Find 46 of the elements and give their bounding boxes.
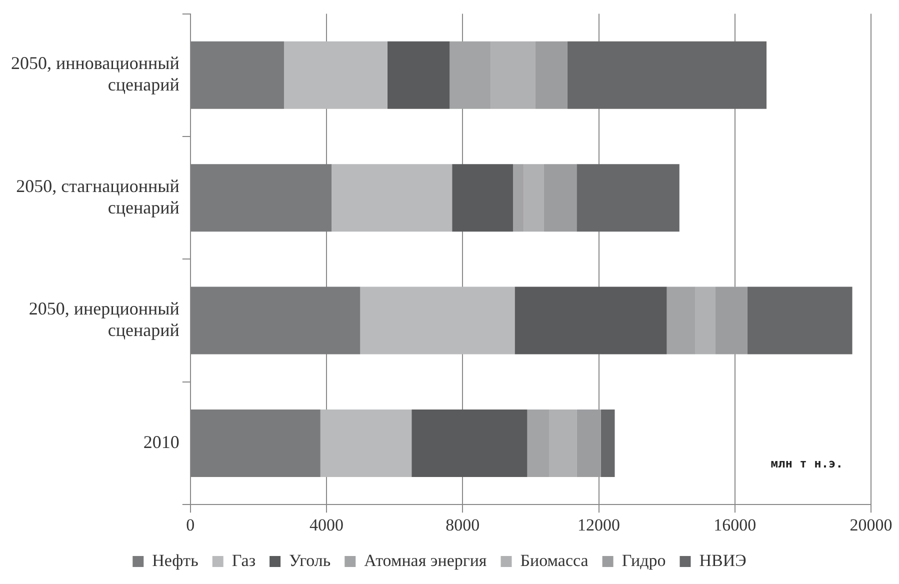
x-tick-label: 12000 <box>578 515 620 534</box>
bar <box>190 41 284 109</box>
bar <box>190 164 332 232</box>
bar <box>450 41 491 109</box>
legend-label: Атомная энергия <box>364 550 487 570</box>
legend-label: НВИЭ <box>699 550 746 570</box>
bar <box>600 410 615 477</box>
bar <box>360 286 515 354</box>
legend-label: Гидро <box>622 550 666 570</box>
bar <box>514 286 667 354</box>
bar <box>715 286 748 354</box>
y-tick-label: 2010 <box>143 432 180 452</box>
bar <box>527 410 550 477</box>
bar <box>576 164 680 232</box>
y-tick-label: 2050, стагнационный сценарий <box>16 176 180 218</box>
bar <box>190 286 360 354</box>
bar <box>513 164 524 232</box>
x-tick-label: 20000 <box>850 515 892 534</box>
bar <box>535 41 568 109</box>
y-tick-label: 2050, инерционный сценарий <box>28 298 180 340</box>
bar <box>567 41 767 109</box>
bar <box>190 410 320 477</box>
bar <box>747 286 852 354</box>
bar <box>332 164 452 232</box>
bar <box>576 410 601 477</box>
bar <box>412 410 528 477</box>
x-tick-label: 8000 <box>446 515 480 534</box>
bar <box>524 164 544 232</box>
annotation: млн т н.э. <box>770 456 843 471</box>
bar <box>452 164 514 232</box>
bar <box>695 286 716 354</box>
bar <box>549 410 577 477</box>
bar <box>387 41 450 109</box>
bar <box>544 164 577 232</box>
bar <box>490 41 536 109</box>
legend-label: Нефть <box>152 550 199 570</box>
legend-label: Уголь <box>289 550 331 570</box>
y-tick-label: 2050, инновационный сценарий <box>10 53 180 95</box>
x-tick-label: 4000 <box>310 515 344 534</box>
legend-label: Газ <box>232 550 256 570</box>
bar <box>284 41 388 109</box>
bar <box>666 286 696 354</box>
x-tick-label: 0 <box>186 515 195 534</box>
legend-label: Биомасса <box>520 550 589 570</box>
x-tick-label: 16000 <box>714 515 756 534</box>
bar <box>320 410 412 477</box>
